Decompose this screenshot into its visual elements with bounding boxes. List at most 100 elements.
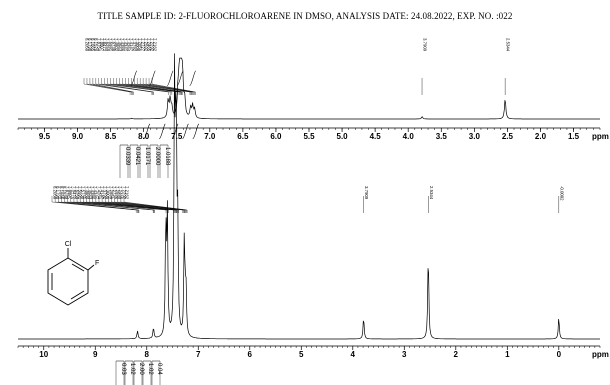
integral-curve	[176, 70, 184, 87]
peak-label: 7.6259	[74, 186, 79, 200]
peak-label: 7.4147	[129, 38, 134, 52]
peak-leader	[98, 78, 154, 95]
peak-leader	[145, 78, 194, 95]
peak-label: 7.2162	[153, 38, 158, 52]
tick-label: 4.5	[370, 132, 382, 141]
integral-value: 0.04	[156, 363, 162, 375]
integral-curve	[192, 123, 199, 140]
peak-label: 8.2050	[53, 186, 58, 200]
peak-leader	[110, 78, 173, 95]
peak-leader	[113, 78, 179, 95]
peak-leader	[86, 78, 132, 95]
peak-label: 7.5991	[78, 186, 83, 200]
peak-label: 7.8607	[68, 186, 73, 200]
tick-label: 8.5	[105, 132, 117, 141]
peak-leader	[116, 78, 180, 95]
peak-label: 3.7909	[364, 186, 369, 200]
peak-leader	[89, 78, 133, 95]
tick-label: 4.0	[403, 132, 415, 141]
peak-leader	[151, 78, 196, 95]
integral-value: 2.0000	[154, 147, 160, 166]
integral-value: 1.02	[129, 363, 135, 375]
peak-label: 7.4802	[114, 38, 119, 52]
peak-label: 8.2050	[85, 38, 90, 52]
peak-leader	[76, 196, 168, 213]
peak-label: 7.2465	[147, 38, 152, 52]
integral-value: 2.00	[138, 363, 144, 375]
tick-label: 6.0	[270, 132, 282, 141]
tick-label: 8	[145, 350, 150, 359]
peak-leader	[64, 196, 154, 213]
integral-curve	[143, 123, 151, 140]
fluorine-label: F	[95, 260, 99, 267]
integral-curve	[130, 70, 138, 87]
peak-label: 7.2856	[138, 38, 143, 52]
tick-label: 3.0	[469, 132, 481, 141]
integral-curve	[149, 70, 156, 87]
peak-label: 7.2292	[150, 38, 155, 52]
peak-leader	[54, 196, 138, 213]
tick-label: 9.0	[72, 132, 84, 141]
peak-label: 2.5344	[429, 186, 434, 200]
peak-label: 7.8472	[102, 38, 107, 52]
peak-label: 7.4341	[123, 38, 128, 52]
peak-leader	[95, 196, 177, 213]
peak-label: 7.4802	[84, 186, 89, 200]
tick-label: 9	[93, 350, 98, 359]
peak-label: 7.8754	[65, 186, 70, 200]
peak-leader	[107, 78, 171, 95]
peak-leader	[86, 196, 175, 213]
peak-label: 7.2727	[141, 38, 146, 52]
chlorine-label: Cl	[65, 241, 72, 248]
peak-leader	[125, 78, 182, 95]
integral-curve	[182, 123, 189, 140]
integral-curve	[189, 70, 196, 87]
peak-label: 8.1798	[56, 186, 61, 200]
integral-value: 1.0171	[144, 147, 150, 166]
peak-leader	[128, 78, 183, 95]
peak-leader	[134, 78, 191, 95]
peak-leader	[111, 196, 185, 213]
peak-leader	[101, 78, 154, 95]
tick-label: 4	[351, 350, 356, 359]
peak-leader	[70, 196, 155, 213]
integral-value: 0.0421	[134, 147, 140, 166]
peak-label: 7.2465	[118, 186, 123, 200]
peak-leader	[122, 78, 182, 95]
peak-label: 7.8607	[99, 38, 104, 52]
structure-2-fluorochlorobenzene: Cl F	[47, 241, 99, 306]
integral-value: 0.0339	[124, 147, 130, 166]
peak-label: 7.2292	[121, 186, 126, 200]
tick-label: 6.5	[237, 132, 249, 141]
peak-label: 7.2162	[125, 186, 130, 200]
peak-label: -0.0002	[559, 186, 564, 201]
peak-label: 7.6259	[105, 38, 110, 52]
peak-leader	[123, 196, 188, 213]
peak-label: 7.4264	[96, 186, 101, 200]
peak-leader	[101, 196, 179, 213]
peak-label: 7.4386	[90, 186, 95, 200]
peak-leader	[95, 78, 153, 95]
peak-leader	[142, 78, 193, 95]
peak-label: 7.4341	[93, 186, 98, 200]
peak-leader	[83, 78, 131, 95]
peak-label: 7.5738	[111, 38, 116, 52]
tick-label: 5	[299, 350, 304, 359]
peak-leader	[83, 196, 174, 213]
peak-label: 7.3792	[103, 186, 108, 200]
integral-value: 1.0188	[164, 147, 170, 166]
peak-label: 7.4264	[126, 38, 131, 52]
peak-label: 7.3006	[135, 38, 140, 52]
tick-label: 1	[505, 350, 510, 359]
peak-label: 8.1665	[59, 186, 64, 200]
spectrum-trace	[18, 57, 600, 120]
integral-curve	[166, 70, 174, 87]
tick-label: 7.0	[204, 132, 216, 141]
peak-leader	[104, 78, 169, 95]
peak-label: 8.1665	[90, 38, 95, 52]
x-unit-label: ppm	[592, 132, 609, 141]
peak-label: 7.3792	[132, 38, 137, 52]
spectrum-trace	[18, 53, 600, 340]
peak-label: 7.8472	[71, 186, 76, 200]
tick-label: 2.5	[502, 132, 514, 141]
